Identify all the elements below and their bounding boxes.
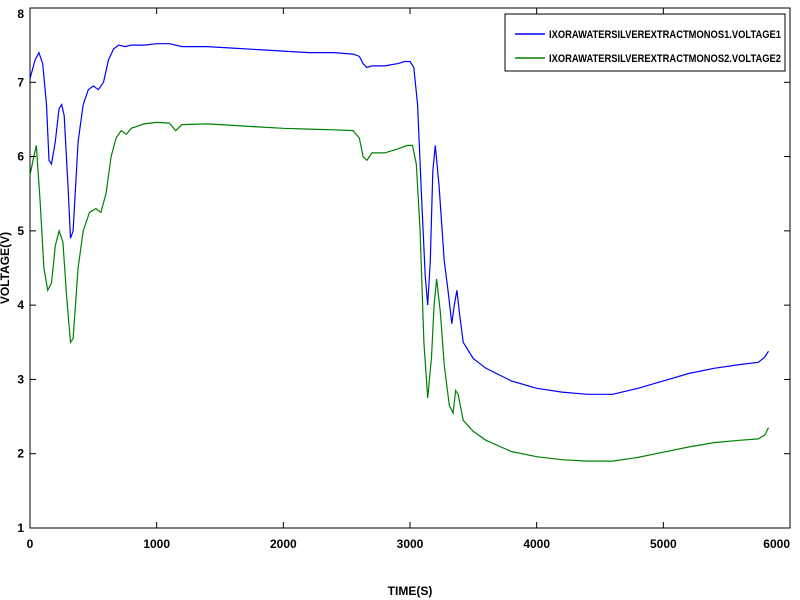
plot-area-frame (29, 7, 791, 529)
series-layer (29, 43, 770, 462)
x-tick-label: 3000 (397, 537, 424, 551)
series-line-voltage1 (29, 43, 770, 395)
y-tick-label: 8 (17, 7, 24, 21)
series-line-voltage2 (29, 121, 770, 462)
legend: IXORAWATERSILVEREXTRACTMONOS1.VOLTAGE1 I… (504, 13, 786, 72)
y-tick-label: 7 (17, 75, 24, 89)
x-tick-label: 5000 (650, 537, 677, 551)
x-axis-title: TIME(S) (388, 584, 433, 598)
y-tick-label: 6 (17, 150, 24, 164)
x-tick-label: 6000 (763, 537, 790, 551)
legend-label-voltage2: IXORAWATERSILVEREXTRACTMONOS2.VOLTAGE2 (549, 53, 781, 65)
x-tick-label: 1000 (143, 537, 170, 551)
legend-label-voltage1: IXORAWATERSILVEREXTRACTMONOS1.VOLTAGE1 (549, 29, 781, 41)
x-tick-label: 4000 (523, 537, 550, 551)
legend-box (504, 13, 786, 72)
x-tick-label: 0 (27, 537, 34, 551)
y-tick-label: 1 (17, 521, 24, 535)
y-tick-label: 3 (17, 372, 24, 386)
y-tick-label: 5 (17, 224, 24, 238)
y-tick-label: 4 (17, 298, 24, 312)
x-tick-label: 2000 (270, 537, 297, 551)
y-tick-label: 2 (17, 447, 24, 461)
y-axis-title: VOLTAGE(V) (0, 232, 12, 304)
axis-ticks: 0 1000 2000 3000 4000 5000 6000 1 2 3 4 5 6 7 8 (17, 7, 791, 551)
